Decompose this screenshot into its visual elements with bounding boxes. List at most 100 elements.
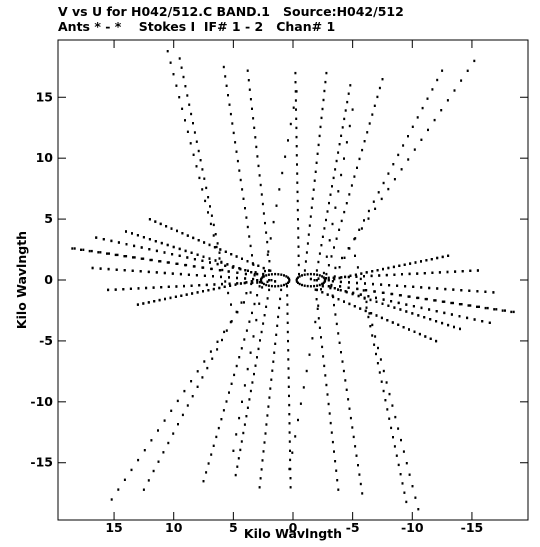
uv-point [90, 249, 93, 253]
uv-point [297, 218, 299, 221]
uv-point-conjugate [163, 271, 166, 275]
uv-point-conjugate [123, 478, 126, 481]
uv-point [469, 269, 472, 272]
uv-point [492, 291, 495, 294]
uv-point [363, 296, 366, 300]
uv-point-conjugate [265, 305, 268, 308]
uv-point [369, 298, 372, 302]
uv-point-conjugate [233, 373, 236, 377]
uv-point-conjugate [250, 280, 253, 283]
uv-point-conjugate [223, 285, 226, 288]
uv-point-conjugate [323, 364, 326, 368]
uv-point-conjugate [186, 234, 189, 237]
uv-point-conjugate [205, 471, 208, 474]
uv-point [378, 274, 381, 277]
uv-point-conjugate [269, 237, 272, 240]
uv-point [338, 228, 341, 231]
uv-point [259, 183, 262, 187]
uv-point [370, 312, 373, 315]
uv-point [481, 320, 484, 323]
uv-point-conjugate [178, 254, 181, 257]
uv-point [297, 263, 300, 267]
uv-point [310, 206, 313, 209]
uv-point-conjugate [177, 423, 179, 426]
uv-point-conjugate [221, 282, 223, 286]
uv-point [399, 294, 402, 297]
uv-point [355, 275, 358, 278]
uv-point [408, 295, 411, 298]
uv-point-conjugate [246, 260, 249, 263]
uv-point [215, 245, 218, 249]
uv-point [438, 271, 441, 274]
uv-point-conjugate [195, 274, 198, 277]
uv-loop-point [287, 281, 289, 284]
uv-point [325, 272, 328, 276]
uv-point [375, 314, 378, 317]
uv-point-conjugate [379, 358, 382, 361]
uv-loop-point [280, 273, 283, 276]
uv-point [247, 79, 250, 82]
uv-point-conjugate [262, 272, 265, 276]
uv-point-conjugate [176, 399, 179, 403]
uv-point [411, 312, 414, 315]
uv-point [108, 252, 110, 255]
uv-point [428, 308, 431, 311]
uv-point-conjugate [276, 324, 279, 327]
uv-point-conjugate [166, 261, 169, 264]
uv-point-conjugate [378, 371, 381, 374]
uv-point-conjugate [241, 400, 243, 403]
uv-point [343, 157, 345, 160]
uv-point [159, 260, 162, 263]
uv-point-conjugate [208, 257, 211, 260]
uv-point [221, 268, 224, 272]
uv-point-conjugate [210, 453, 213, 456]
uv-point-conjugate [327, 402, 330, 406]
uv-point [488, 321, 491, 324]
uv-point [333, 277, 336, 281]
uv-point [317, 304, 320, 307]
uv-point [294, 435, 297, 438]
uv-point-conjugate [142, 488, 145, 491]
uv-point-conjugate [147, 270, 150, 274]
uv-point [402, 144, 405, 147]
uv-point-conjugate [411, 485, 414, 488]
uv-point-conjugate [208, 243, 211, 247]
uv-point [380, 316, 383, 320]
uv-point-conjugate [337, 332, 340, 335]
uv-point-conjugate [277, 315, 280, 319]
uv-point [325, 277, 328, 280]
uv-point-conjugate [245, 292, 248, 295]
uv-point-conjugate [254, 271, 257, 274]
uv-point-conjugate [371, 334, 374, 337]
x-axis-ticks: 15 10 5 0 -5 -10 -15 [105, 40, 483, 535]
uv-point [356, 166, 358, 169]
uv-point [359, 307, 362, 310]
uv-point [253, 126, 256, 129]
uv-point-conjugate [123, 269, 126, 272]
uv-point [296, 190, 299, 194]
uv-point-conjugate [147, 479, 150, 482]
y-tick-label: -5 [39, 333, 53, 348]
uv-point [295, 145, 298, 148]
uv-loop-point [313, 273, 316, 276]
uv-point [99, 251, 102, 254]
uv-point-conjugate [219, 248, 222, 251]
uv-point-conjugate [245, 415, 248, 418]
uv-point-conjugate [235, 255, 238, 258]
uv-point [245, 216, 248, 219]
y-tick-label: 10 [36, 150, 54, 165]
uv-loop-point [324, 279, 327, 282]
uv-point [358, 228, 361, 231]
uv-point-conjugate [390, 426, 393, 430]
uv-point-conjugate [172, 432, 175, 435]
uv-loop-point [265, 274, 268, 277]
uv-point [348, 281, 350, 284]
uv-point [407, 158, 410, 161]
uv-point-conjugate [388, 392, 391, 396]
uv-point-conjugate [344, 379, 347, 382]
data-points [71, 50, 515, 511]
uv-point-conjugate [358, 473, 361, 476]
uv-point [337, 151, 340, 154]
uv-point [303, 269, 306, 272]
uv-loop-point [309, 285, 312, 288]
